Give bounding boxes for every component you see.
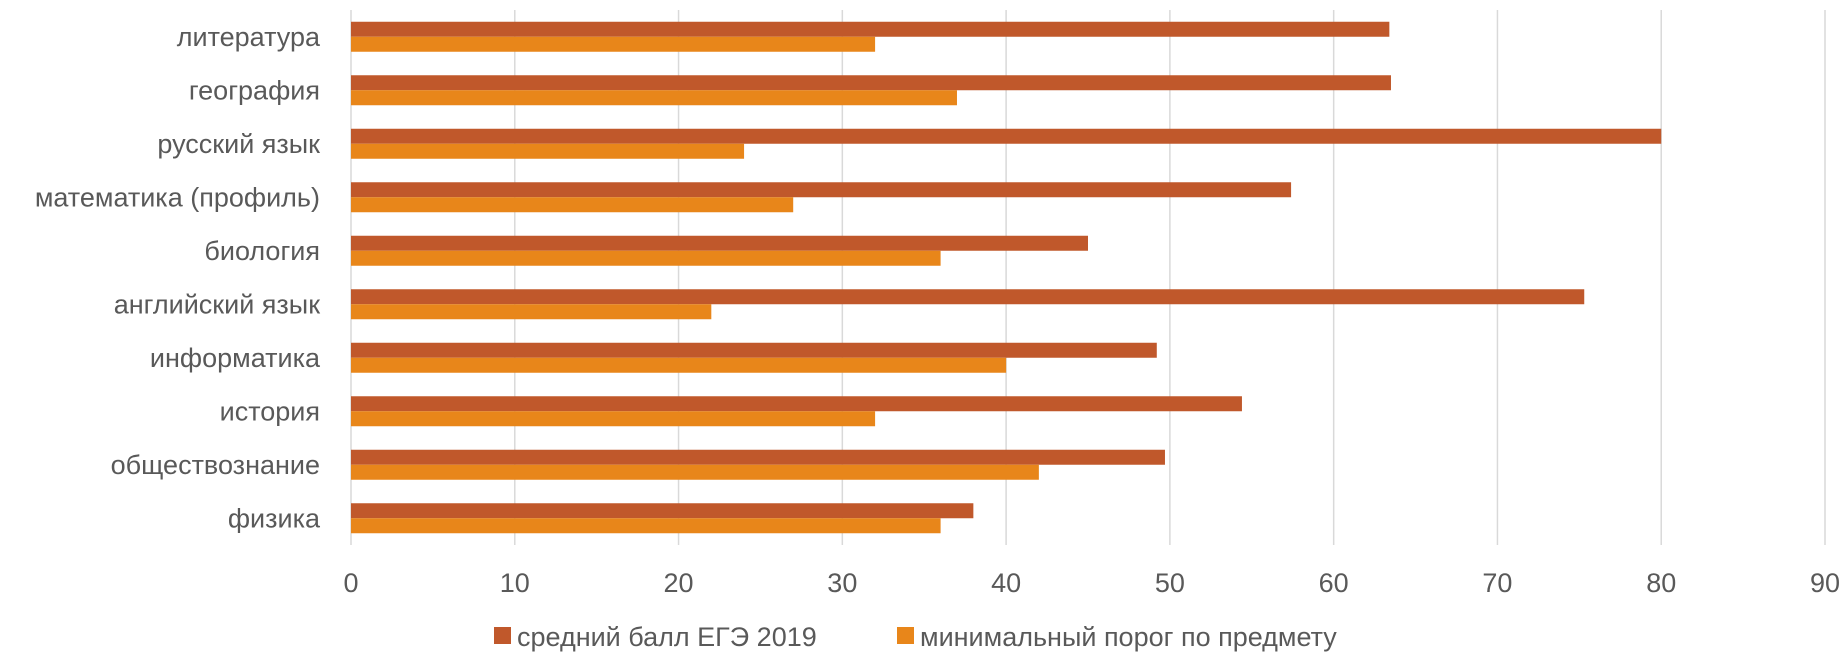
bars <box>351 21 1662 534</box>
bar-avg-score <box>351 342 1157 358</box>
bar-avg-score <box>351 503 974 519</box>
category-label: математика (профиль) <box>35 182 320 212</box>
x-tick-label: 10 <box>500 568 530 598</box>
category-label: история <box>220 396 320 426</box>
x-tick-label: 50 <box>1155 568 1185 598</box>
bar-min-threshold <box>351 250 941 266</box>
category-label: обществознание <box>111 450 320 480</box>
legend-swatch <box>897 627 914 644</box>
x-tick-label: 20 <box>664 568 694 598</box>
bar-min-threshold <box>351 36 876 52</box>
bar-avg-score <box>351 449 1165 465</box>
legend-swatch <box>494 627 511 644</box>
category-label: русский язык <box>157 129 320 159</box>
category-label: литература <box>177 22 321 52</box>
bar-avg-score <box>351 75 1391 91</box>
bar-min-threshold <box>351 518 941 534</box>
bar-min-threshold <box>351 357 1007 373</box>
bar-avg-score <box>351 289 1585 305</box>
bar-min-threshold <box>351 411 876 427</box>
bar-avg-score <box>351 182 1292 198</box>
bar-avg-score <box>351 396 1242 412</box>
category-label: английский язык <box>114 289 320 319</box>
x-tick-label: 60 <box>1319 568 1349 598</box>
bar-min-threshold <box>351 143 745 159</box>
category-labels: литература география русский язык математик… <box>35 22 321 534</box>
bar-avg-score <box>351 21 1390 37</box>
bar-min-threshold <box>351 90 957 106</box>
x-tick-label: 90 <box>1810 568 1840 598</box>
bar-avg-score <box>351 235 1088 251</box>
legend-label: минимальный порог по предмету <box>920 622 1337 652</box>
category-label: биология <box>204 236 320 266</box>
legend: средний балл ЕГЭ 2019 минимальный порог п… <box>494 622 1337 652</box>
x-tick-label: 0 <box>343 568 358 598</box>
category-label: география <box>189 75 320 105</box>
bar-min-threshold <box>351 464 1039 480</box>
x-axis-ticks: 0 10 20 30 40 50 60 70 80 90 <box>343 568 1840 598</box>
x-tick-label: 80 <box>1646 568 1676 598</box>
x-tick-label: 30 <box>827 568 857 598</box>
x-tick-label: 70 <box>1482 568 1512 598</box>
legend-label: средний балл ЕГЭ 2019 <box>517 622 817 652</box>
category-label: физика <box>228 503 321 533</box>
bar-min-threshold <box>351 304 712 320</box>
category-label: информатика <box>150 343 321 373</box>
x-tick-label: 40 <box>991 568 1021 598</box>
bar-min-threshold <box>351 197 794 213</box>
bar-avg-score <box>351 128 1662 144</box>
